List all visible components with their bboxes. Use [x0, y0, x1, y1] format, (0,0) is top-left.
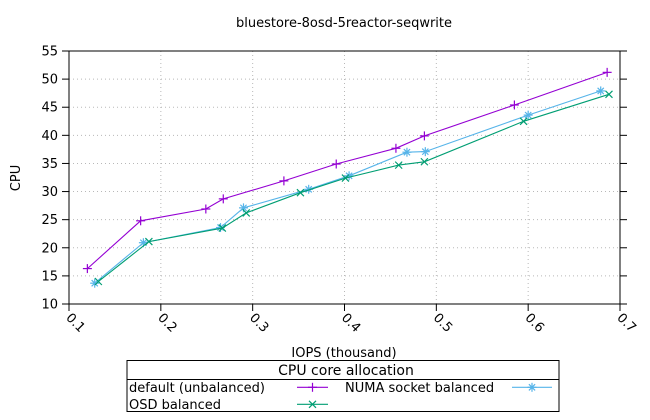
- y-tick-label: 10: [41, 298, 58, 313]
- marker-cross: [144, 237, 153, 246]
- legend-entry-numa-socket-balanced: NUMA socket balanced: [345, 381, 552, 396]
- legend-entries: default (unbalanced) NUMA socket balanced…: [129, 381, 552, 413]
- marker-cross: [296, 188, 305, 197]
- y-tick-label: 50: [41, 73, 58, 88]
- legend-title: CPU core allocation: [278, 363, 414, 379]
- marker-asterisk: [139, 239, 147, 247]
- legend-entry-default-unbalanced: default (unbalanced): [129, 381, 328, 396]
- x-tick-label: 0.4: [338, 311, 363, 336]
- marker-asterisk: [597, 87, 605, 95]
- marker-cross: [242, 208, 251, 217]
- y-tick-label: 45: [41, 101, 58, 116]
- legend-entry-label: NUMA socket balanced: [345, 381, 494, 396]
- marker-asterisk: [217, 224, 225, 232]
- marker-cross: [519, 117, 528, 126]
- x-axis-label: IOPS (thousand): [291, 346, 396, 361]
- y-tick-label: 55: [41, 45, 58, 60]
- series-default-unbalanced: [82, 67, 612, 274]
- legend: CPU core allocation default (unbalanced)…: [126, 360, 560, 413]
- marker-asterisk: [421, 148, 429, 156]
- legend-entry-osd-balanced: OSD balanced: [129, 398, 328, 413]
- y-axis-label: CPU: [9, 165, 24, 191]
- y-tick-label: 25: [41, 213, 58, 228]
- marker-asterisk: [528, 383, 536, 391]
- plot-area: 0.1 0.2 0.3 0.4 0.5 0.6 0.7 10 15 20 25 30 35 40 45 50 5…: [41, 45, 638, 336]
- marker-asterisk: [91, 279, 99, 287]
- marker-asterisk: [524, 111, 532, 119]
- marker-asterisk: [239, 204, 248, 212]
- chart-title: bluestore-8osd-5reactor-seqwrite: [236, 16, 452, 31]
- marker-cross: [420, 157, 429, 166]
- marker-cross: [605, 90, 613, 99]
- marker-cross: [394, 161, 403, 170]
- legend-entry-label: default (unbalanced): [129, 381, 265, 396]
- y-tick-label: 20: [41, 241, 58, 256]
- x-tick-label: 0.1: [63, 311, 88, 336]
- series-osd-balanced: [94, 90, 613, 286]
- series-line: [98, 93, 610, 282]
- marker-asterisk: [305, 185, 313, 193]
- x-tick-label: 0.2: [154, 311, 179, 336]
- legend-box: [126, 360, 560, 412]
- x-tick-label: 0.5: [430, 311, 455, 336]
- legend-entry-label: OSD balanced: [129, 398, 221, 413]
- x-tick-label: 0.6: [522, 311, 547, 336]
- marker-cross: [308, 400, 317, 409]
- marker-asterisk: [403, 148, 411, 156]
- y-tick-label: 35: [41, 157, 58, 172]
- x-tick-label: 0.7: [614, 311, 639, 336]
- y-tick-label: 30: [41, 185, 58, 200]
- x-tick-label: 0.3: [246, 311, 271, 336]
- marker-cross: [218, 224, 227, 233]
- y-tick-label: 40: [41, 129, 58, 144]
- marker-cross: [94, 277, 103, 286]
- series-line: [87, 71, 608, 270]
- marker-cross: [341, 174, 350, 182]
- y-tick-label: 15: [41, 269, 58, 284]
